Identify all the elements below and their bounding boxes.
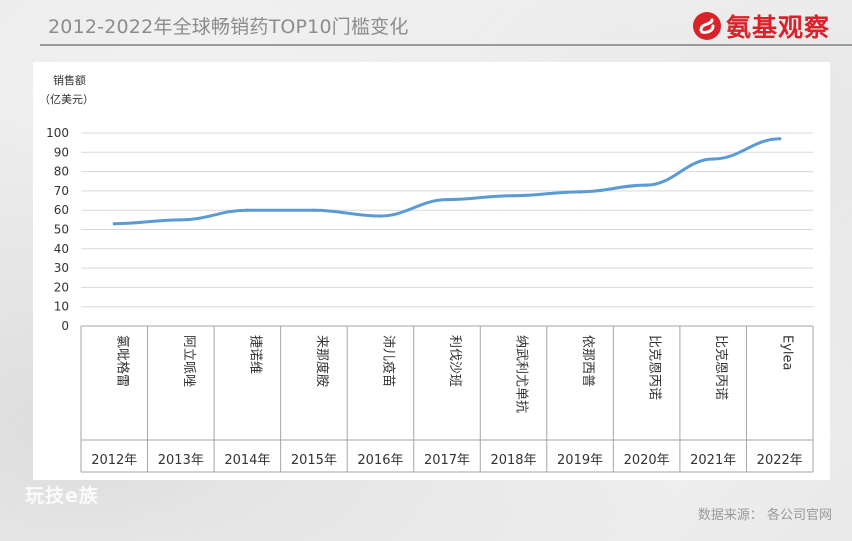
- drug-label: Eylea: [780, 335, 795, 370]
- x-tick-label: 2018年: [490, 453, 536, 468]
- data-point: [645, 183, 649, 187]
- series-line: [112, 137, 782, 226]
- data-point: [578, 190, 582, 194]
- y-tick-label: 10: [54, 300, 69, 314]
- y-tick-label: 30: [54, 261, 69, 275]
- x-tick-label: 2014年: [224, 453, 270, 468]
- drug-label: 捷诺维: [247, 335, 262, 374]
- drug-label: 阿立哌唑: [181, 335, 197, 387]
- y-ticks: 0 10 20 30 40 50 60 70 80 90 100: [46, 126, 69, 333]
- y-tick-label: 60: [54, 203, 69, 217]
- drug-label: 依那西普: [580, 335, 595, 387]
- x-tick-label: 2012年: [91, 453, 137, 468]
- drug-label: 纳武利尤单抗: [514, 335, 529, 413]
- y-tick-label: 20: [54, 280, 69, 294]
- y-tick-label: 90: [54, 145, 69, 159]
- data-source: 数据来源： 各公司官网: [697, 508, 832, 523]
- drug-label: 比克恩丙诺: [647, 335, 662, 400]
- data-point: [245, 208, 249, 212]
- logo-text: 氨基观察: [725, 13, 830, 42]
- drug-label: 沛儿疫苗: [380, 335, 396, 387]
- title-divider: [40, 44, 852, 46]
- data-point: [711, 157, 715, 161]
- x-tick-label: 2016年: [357, 453, 403, 468]
- x-tick-label: 2021年: [690, 453, 736, 468]
- brand-logo: 氨基观察: [692, 8, 830, 44]
- x-tick-label: 2017年: [424, 453, 470, 468]
- y-tick-label: 80: [54, 165, 69, 179]
- data-point: [179, 218, 183, 222]
- y-tick-label: 0: [61, 319, 69, 333]
- drug-label: 氯吡格雷: [114, 335, 130, 387]
- y-axis-unit: （亿美元）: [39, 93, 94, 106]
- drug-label: 比克恩丙诺: [713, 335, 728, 400]
- category-table: 氯吡格雷 阿立哌唑 捷诺维 来那度胺 沛儿疫苗 利伐沙班 纳武利尤单抗 依那西普 比克恩丙诺 比克…: [80, 326, 814, 473]
- y-tick-label: 100: [46, 126, 69, 140]
- drug-label: 利伐沙班: [447, 335, 462, 387]
- grid-lines: [81, 132, 813, 327]
- y-tick-label: 70: [54, 184, 69, 198]
- data-point: [445, 197, 449, 202]
- chart-panel: 销售额 （亿美元） 0 10 20 30 40 50 60 70 80 90 100 氯吡格雷 阿立哌…: [33, 62, 830, 480]
- logo-mark-icon: [692, 12, 721, 40]
- x-tick-label: 2020年: [624, 453, 670, 468]
- x-tick-label: 2022年: [757, 453, 803, 468]
- data-point: [511, 194, 516, 198]
- y-axis-label: 销售额: [53, 73, 86, 87]
- drug-label: 来那度胺: [314, 335, 330, 387]
- data-point: [378, 214, 383, 218]
- data-point: [778, 137, 782, 141]
- data-point: [312, 208, 316, 212]
- line-chart: 销售额 （亿美元） 0 10 20 30 40 50 60 70 80 90 100 氯吡格雷 阿立哌…: [39, 73, 814, 473]
- page-title: 2012-2022年全球畅销药TOP10门槛变化: [48, 16, 409, 38]
- data-point: [112, 222, 116, 226]
- x-tick-label: 2019年: [557, 453, 603, 468]
- y-tick-label: 50: [54, 223, 69, 237]
- y-tick-label: 40: [54, 242, 69, 256]
- x-tick-label: 2015年: [291, 453, 337, 468]
- series-sales: [112, 137, 782, 226]
- watermark: 玩技e族: [25, 485, 99, 507]
- x-tick-label: 2013年: [158, 453, 204, 468]
